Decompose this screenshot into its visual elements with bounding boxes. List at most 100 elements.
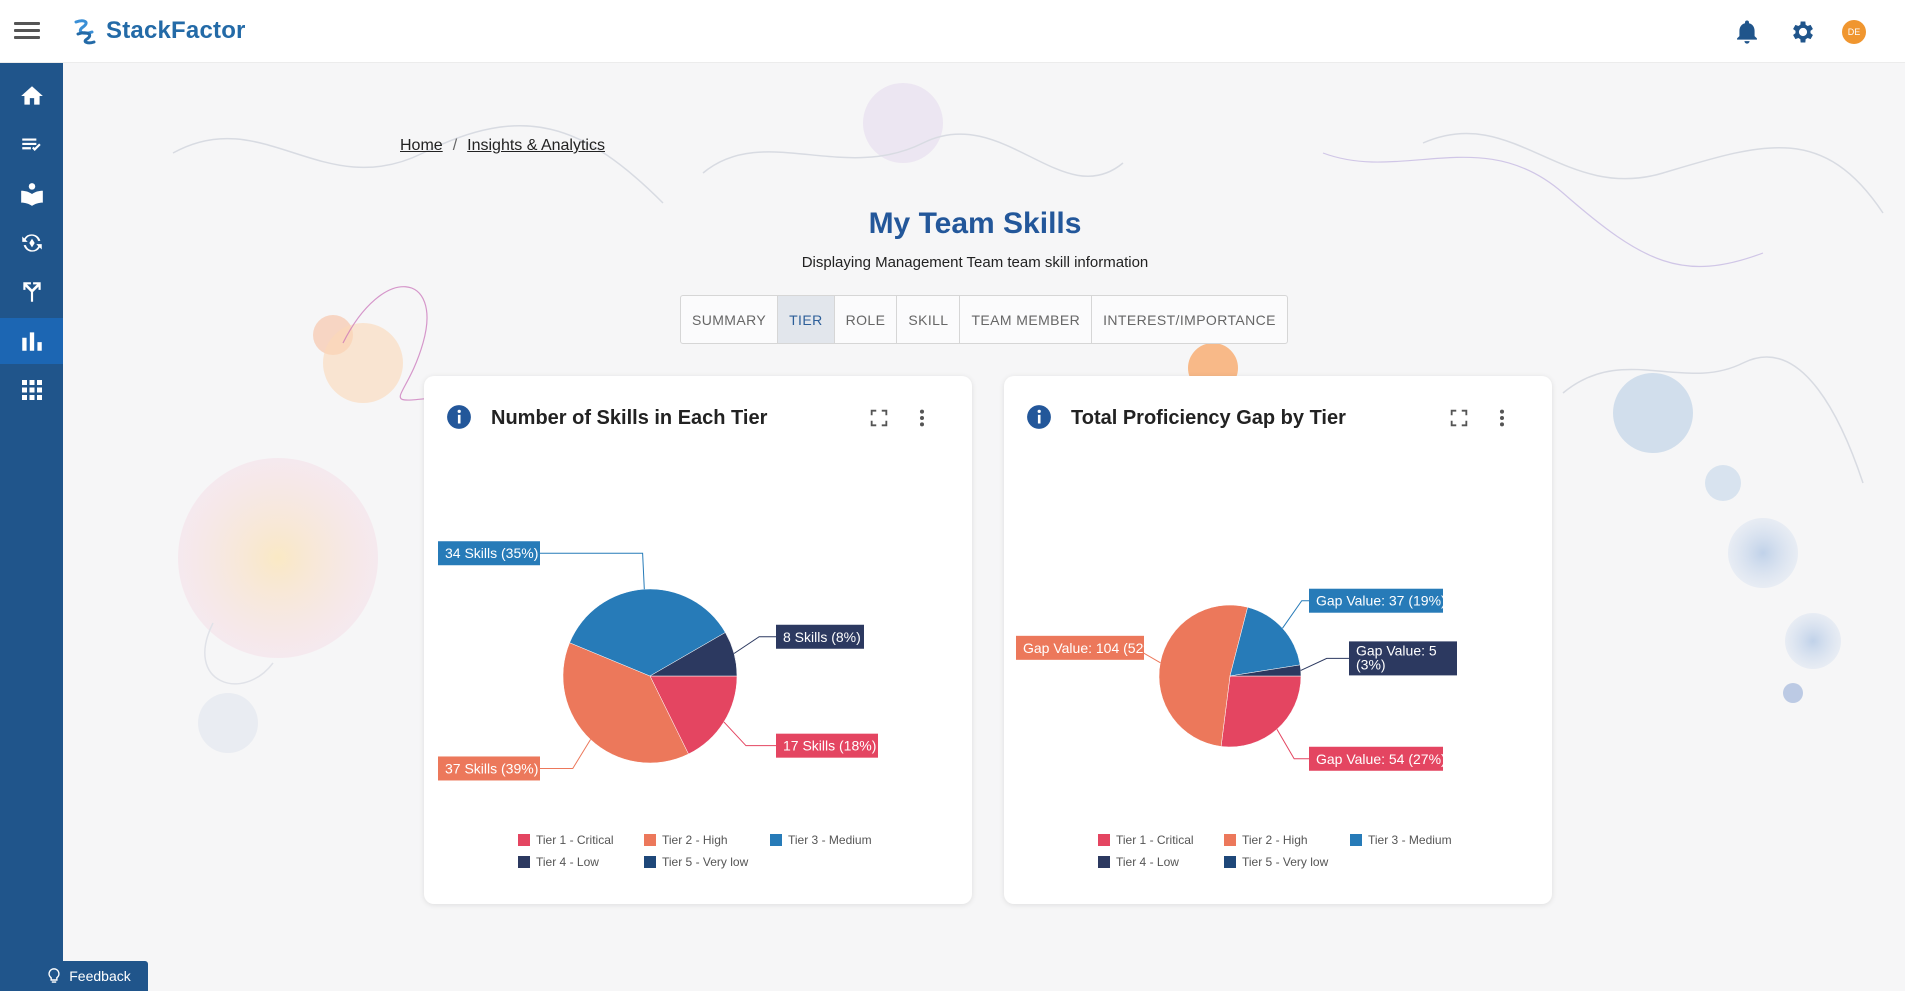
pie-slice[interactable] (649, 632, 738, 677)
pie-slice[interactable] (569, 588, 726, 677)
menu-icon[interactable] (12, 18, 42, 44)
legend-swatch (518, 834, 530, 846)
cycle-icon (21, 234, 42, 252)
legend-swatch (1098, 856, 1110, 868)
gap-pie-chart: Gap Value: 54 (27%) Gap Value: 104 (52%) G… (1016, 588, 1457, 771)
data-label-box (438, 756, 540, 781)
data-label-box (1349, 641, 1457, 676)
data-label: 37 Skills (39%) (445, 760, 538, 776)
feedback-label: Feedback (69, 968, 131, 984)
lightbulb-icon (48, 968, 60, 983)
legend-item[interactable]: Tier 5 - Very low (1224, 855, 1332, 869)
bar-chart-icon (21, 332, 42, 351)
info-icon[interactable] (1026, 404, 1052, 430)
brand-logo[interactable]: StackFactor (70, 14, 246, 48)
sidebar-item-home[interactable] (0, 73, 63, 119)
label-leader-line (733, 636, 776, 654)
tab-team-member[interactable]: TEAM MEMBER (960, 296, 1093, 343)
chart-legend: Tier 1 - Critical Tier 2 - High Tier 3 -… (424, 833, 972, 877)
sidebar-item-paths[interactable] (0, 269, 63, 315)
legend-item[interactable]: Tier 1 - Critical (518, 833, 626, 847)
gear-icon[interactable] (1789, 18, 1817, 46)
more-vertical-icon[interactable] (911, 407, 933, 429)
tab-summary[interactable]: SUMMARY (681, 296, 779, 343)
legend-label: Tier 5 - Very low (662, 855, 749, 869)
legend-label: Tier 1 - Critical (536, 833, 614, 847)
tab-skill[interactable]: SKILL (897, 296, 961, 343)
data-label: Gap Value: 37 (19%) (1316, 593, 1446, 609)
view-tabs: SUMMARY TIER ROLE SKILL TEAM MEMBER INTE… (680, 295, 1288, 344)
sidebar (0, 63, 63, 991)
book-reader-icon (20, 183, 43, 206)
legend-label: Tier 3 - Medium (1368, 833, 1452, 847)
legend-item[interactable]: Tier 4 - Low (1098, 855, 1206, 869)
pie-slice[interactable] (649, 675, 738, 755)
data-label: Gap Value: 54 (27%) (1316, 751, 1446, 767)
brand-name: StackFactor (106, 17, 246, 44)
pie-slice[interactable] (1220, 675, 1302, 748)
data-label: 34 Skills (35%) (445, 545, 538, 561)
top-bar: StackFactor DE (0, 0, 1905, 63)
more-vertical-icon[interactable] (1491, 407, 1513, 429)
breadcrumb-insights-link[interactable]: Insights & Analytics (467, 137, 605, 154)
data-label-box (776, 624, 864, 649)
legend-item[interactable]: Tier 4 - Low (518, 855, 626, 869)
legend-item[interactable]: Tier 3 - Medium (770, 833, 878, 847)
data-label-box (776, 733, 878, 758)
fullscreen-icon[interactable] (868, 407, 890, 429)
label-leader-line (1276, 729, 1309, 760)
page-title: My Team Skills (868, 207, 1082, 240)
label-leader-line (540, 739, 591, 769)
avatar[interactable]: DE (1842, 20, 1866, 44)
legend-item[interactable]: Tier 2 - High (644, 833, 752, 847)
skills-per-tier-card: Number of Skills in Each Tier 17 Skills … (424, 376, 972, 904)
sidebar-item-insights[interactable] (0, 318, 63, 364)
legend-item[interactable]: Tier 3 - Medium (1350, 833, 1458, 847)
legend-swatch (644, 834, 656, 846)
chart-legend: Tier 1 - Critical Tier 2 - High Tier 3 -… (1004, 833, 1552, 877)
legend-label: Tier 4 - Low (1116, 855, 1179, 869)
legend-swatch (1350, 834, 1362, 846)
skills-pie-chart: 17 Skills (18%) 37 Skills (39%) 34 Skills … (438, 541, 878, 781)
bell-icon[interactable] (1733, 18, 1761, 46)
sidebar-item-cycle[interactable] (0, 220, 63, 266)
legend-label: Tier 2 - High (662, 833, 728, 847)
legend-swatch (644, 856, 656, 868)
legend-item[interactable]: Tier 5 - Very low (644, 855, 752, 869)
sidebar-item-checklist[interactable] (0, 122, 63, 168)
legend-swatch (1098, 834, 1110, 846)
info-icon[interactable] (446, 404, 472, 430)
pie-slice[interactable] (1229, 606, 1301, 677)
legend-label: Tier 5 - Very low (1242, 855, 1329, 869)
data-label-box (438, 541, 540, 566)
stackfactor-logo-icon (74, 19, 96, 45)
legend-swatch (770, 834, 782, 846)
background-decoration (172, 83, 1884, 753)
label-leader-line (1282, 600, 1309, 629)
fullscreen-icon[interactable] (1448, 407, 1470, 429)
data-label-box (1309, 588, 1443, 613)
label-leader-line (1300, 657, 1349, 671)
tab-tier[interactable]: TIER (778, 296, 835, 343)
sidebar-item-learning[interactable] (0, 171, 63, 217)
legend-item[interactable]: Tier 2 - High (1224, 833, 1332, 847)
breadcrumb-home-link[interactable]: Home (400, 137, 443, 154)
feedback-button[interactable]: Feedback (30, 961, 148, 991)
legend-swatch (518, 856, 530, 868)
legend-label: Tier 2 - High (1242, 833, 1308, 847)
tab-role[interactable]: ROLE (835, 296, 898, 343)
data-label: 8 Skills (8%) (783, 629, 861, 645)
legend-item[interactable]: Tier 1 - Critical (1098, 833, 1206, 847)
branch-icon (22, 282, 41, 302)
legend-label: Tier 4 - Low (536, 855, 599, 869)
page-subtitle: Displaying Management Team team skill in… (801, 254, 1149, 271)
data-label: Gap Value: 104 (52%) (1023, 640, 1161, 656)
checklist-icon (21, 138, 41, 151)
data-label: Gap Value: 5 (3%) (1356, 642, 1437, 672)
sidebar-item-apps[interactable] (0, 367, 63, 413)
home-icon (20, 86, 43, 105)
grid-icon (21, 380, 42, 400)
breadcrumb: Home / Insights & Analytics (400, 137, 605, 155)
legend-swatch (1224, 834, 1236, 846)
tab-interest-importance[interactable]: INTEREST/IMPORTANCE (1103, 311, 1276, 328)
